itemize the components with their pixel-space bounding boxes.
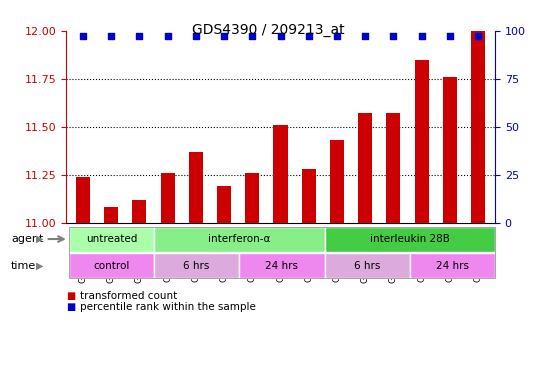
Point xyxy=(333,33,342,40)
Point xyxy=(79,33,87,40)
Point xyxy=(446,33,454,40)
Bar xyxy=(471,31,485,223)
Bar xyxy=(245,173,260,223)
Bar xyxy=(330,140,344,223)
Text: untreated: untreated xyxy=(86,234,137,244)
Point xyxy=(474,33,482,40)
Bar xyxy=(104,207,118,223)
Point xyxy=(361,33,370,40)
Text: 6 hrs: 6 hrs xyxy=(184,261,210,271)
Point xyxy=(389,33,398,40)
Text: percentile rank within the sample: percentile rank within the sample xyxy=(80,302,256,312)
Bar xyxy=(161,173,175,223)
Bar xyxy=(273,125,288,223)
Text: transformed count: transformed count xyxy=(80,291,177,301)
Bar xyxy=(415,60,428,223)
Text: 24 hrs: 24 hrs xyxy=(436,261,469,271)
Bar xyxy=(386,113,400,223)
Text: ▶: ▶ xyxy=(36,234,43,244)
Point xyxy=(304,33,313,40)
Text: GDS4390 / 209213_at: GDS4390 / 209213_at xyxy=(192,23,345,37)
Text: ■: ■ xyxy=(66,302,75,312)
Bar xyxy=(76,177,90,223)
Text: 6 hrs: 6 hrs xyxy=(354,261,380,271)
Bar xyxy=(358,113,372,223)
Point xyxy=(107,33,116,40)
Bar xyxy=(217,186,231,223)
Text: control: control xyxy=(93,261,130,271)
Text: ■: ■ xyxy=(66,291,75,301)
Text: interleukin 28B: interleukin 28B xyxy=(370,234,450,244)
Point xyxy=(248,33,257,40)
Text: time: time xyxy=(11,261,36,271)
Point xyxy=(191,33,200,40)
Text: interferon-α: interferon-α xyxy=(208,234,271,244)
Text: ▶: ▶ xyxy=(36,261,43,271)
Point xyxy=(276,33,285,40)
Point xyxy=(135,33,144,40)
Bar xyxy=(189,152,203,223)
Text: 24 hrs: 24 hrs xyxy=(265,261,298,271)
Point xyxy=(417,33,426,40)
Bar xyxy=(443,77,457,223)
Point xyxy=(219,33,228,40)
Bar xyxy=(133,200,146,223)
Bar xyxy=(301,169,316,223)
Point xyxy=(163,33,172,40)
Text: agent: agent xyxy=(11,234,43,244)
